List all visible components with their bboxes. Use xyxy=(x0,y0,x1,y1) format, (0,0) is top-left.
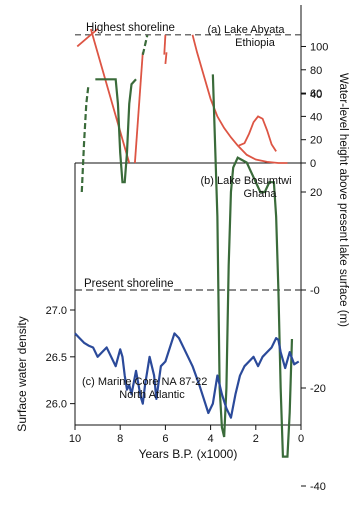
y-axis-label-left: Surface water density xyxy=(15,316,29,431)
panel-c-title: (c) Marine Core NA 87-22 xyxy=(82,376,207,388)
panel-a-series-segment-6 xyxy=(238,115,277,152)
panel-a-series-segment-1 xyxy=(89,28,131,164)
panel-b-ytick-label: -0 xyxy=(310,285,320,297)
xtick-label: 0 xyxy=(298,433,304,445)
panel-b-ytick-label: 40 xyxy=(310,89,322,101)
panel-a-series-segment-3 xyxy=(163,34,167,55)
panel-a-title: (a) Lake Abyata xyxy=(207,24,285,36)
panel-a-subtitle: Ethiopia xyxy=(235,37,276,49)
panel-b-ytick-label: -20 xyxy=(310,383,326,395)
panel-a-ytick-label: 80 xyxy=(310,65,322,77)
panel-c-ytick-label: 27.0 xyxy=(46,305,67,317)
panel-a-series-segment-5 xyxy=(191,34,288,164)
panel-b-series-segment-3 xyxy=(211,74,294,458)
panel-a-ytick-label: 40 xyxy=(310,111,322,123)
panel-b-series-segment-2 xyxy=(141,34,149,56)
panel-c-ytick-label: 26.5 xyxy=(46,352,67,364)
panel-c-subtitle: North Atlantic xyxy=(119,389,185,401)
panel-b-series-segment-1 xyxy=(95,78,137,184)
panel-a-ytick-label: 60 xyxy=(310,88,322,100)
panel-b-ytick-label: 20 xyxy=(310,187,322,199)
xtick-label: 4 xyxy=(208,433,214,445)
xtick-label: 2 xyxy=(253,433,259,445)
panel-c-layer xyxy=(74,332,300,419)
xtick-label: 10 xyxy=(69,433,81,445)
panel-a-ytick-label: 100 xyxy=(310,41,328,53)
xtick-label: 8 xyxy=(117,433,123,445)
x-axis-label: Years B.P. (x1000) xyxy=(139,447,238,461)
panel-b-series-segment-0 xyxy=(80,84,90,193)
panel-b-layer xyxy=(75,34,301,458)
panel-a-ytick-label: 20 xyxy=(310,135,322,147)
panel-a-ytick-label: 0 xyxy=(310,158,316,170)
panel-a-annotation: Highest shoreline xyxy=(86,22,175,34)
panel-c-ytick-label: 26.0 xyxy=(46,399,67,411)
panel-b-title: (b) Lake Bosumtwi xyxy=(200,175,291,187)
xtick-label: 6 xyxy=(162,433,168,445)
panel-a-series-segment-0 xyxy=(76,28,99,48)
panel-b-annotation: Present shoreline xyxy=(84,278,174,290)
panel-b-subtitle: Ghana xyxy=(243,188,277,200)
panel-c-series-line xyxy=(74,332,300,419)
y-axis-label-right: Water-level height above present lake su… xyxy=(337,73,349,327)
panel-b-ytick-label: -40 xyxy=(310,481,326,493)
panel-a-series-segment-4 xyxy=(164,52,168,65)
panel-a-series-segment-2 xyxy=(133,52,144,164)
panel-a-layer xyxy=(75,28,301,164)
